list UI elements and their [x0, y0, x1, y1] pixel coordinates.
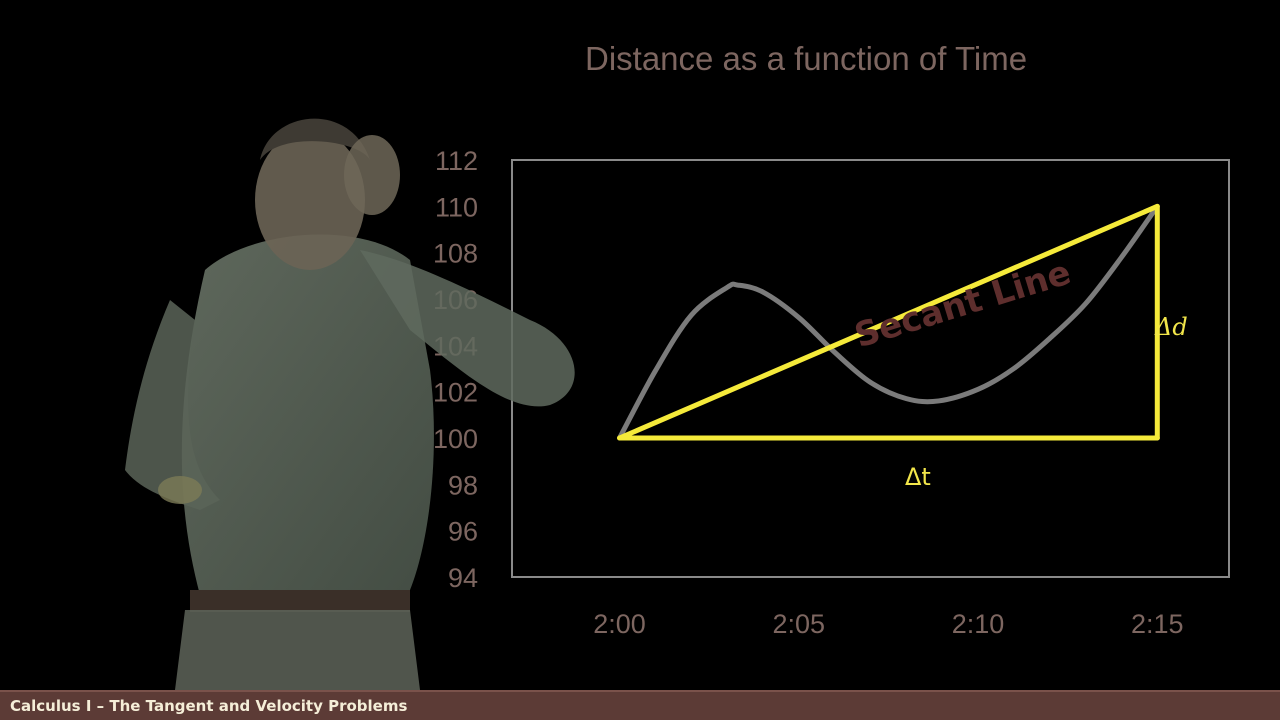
y-tick-label: 98 — [448, 470, 478, 500]
y-tick-label: 110 — [435, 192, 478, 222]
distance-curve — [617, 204, 1160, 440]
footer-bar: Calculus I – The Tangent and Velocity Pr… — [0, 690, 1280, 720]
presenter-figure — [125, 118, 575, 690]
x-tick-label: 2:15 — [1131, 609, 1184, 639]
x-tick-label: 2:05 — [773, 609, 826, 639]
y-tick-label: 108 — [433, 239, 478, 269]
y-tick-label: 94 — [448, 563, 478, 593]
x-axis-ticks: 2:00 2:05 2:10 2:15 — [593, 609, 1183, 639]
x-tick-label: 2:10 — [952, 609, 1005, 639]
secant-line — [617, 203, 1160, 441]
y-tick-label: 112 — [435, 146, 478, 176]
x-tick-label: 2:00 — [593, 609, 646, 639]
y-tick-label: 102 — [433, 378, 478, 408]
y-tick-label: 96 — [448, 517, 478, 547]
delta-d-label: Δd — [1155, 313, 1188, 341]
secant-overlay — [617, 203, 1160, 441]
series-layer — [617, 204, 1160, 440]
y-tick-label: 100 — [433, 424, 478, 454]
chart-title: Distance as a function of Time — [585, 40, 1028, 77]
course-title: Calculus I – The Tangent and Velocity Pr… — [10, 697, 408, 715]
delta-t-label: Δt — [905, 463, 931, 491]
